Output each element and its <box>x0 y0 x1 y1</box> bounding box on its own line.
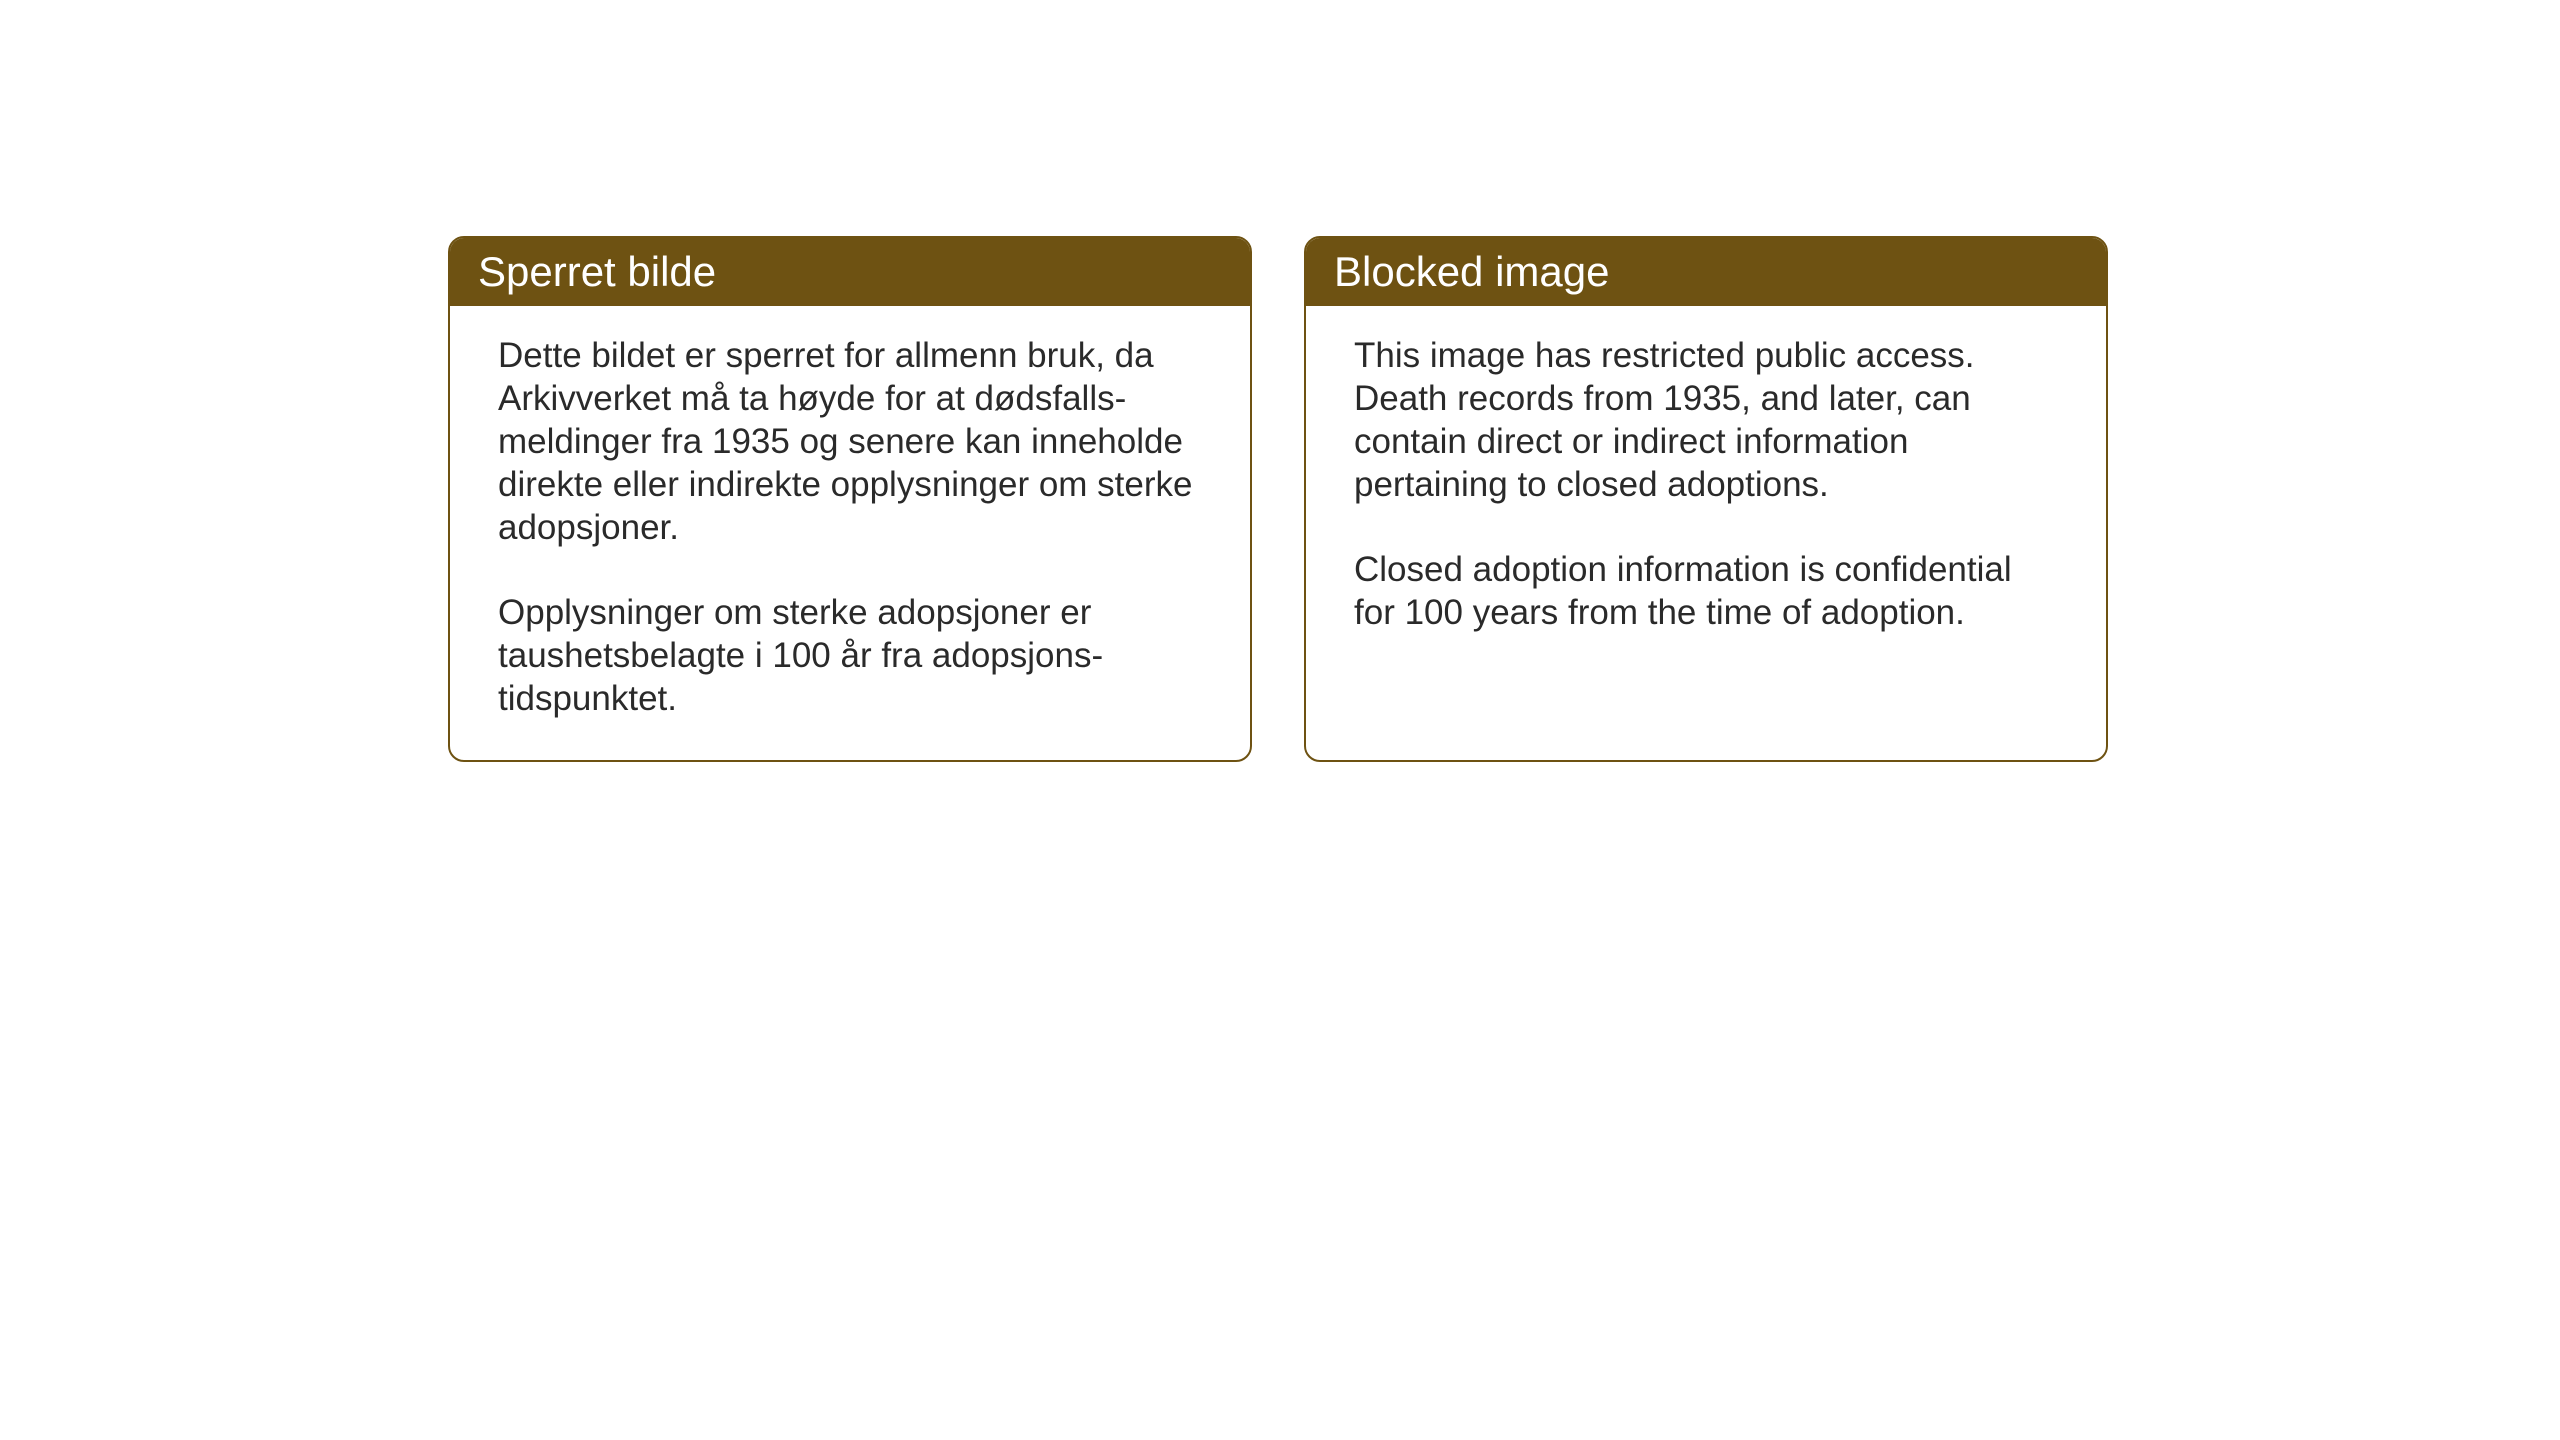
card-english: Blocked image This image has restricted … <box>1304 236 2108 762</box>
card-header-norwegian: Sperret bilde <box>450 238 1250 306</box>
card-title: Sperret bilde <box>478 248 716 295</box>
card-paragraph: Dette bildet er sperret for allmenn bruk… <box>498 334 1202 549</box>
card-header-english: Blocked image <box>1306 238 2106 306</box>
card-paragraph: Closed adoption information is confident… <box>1354 548 2058 634</box>
card-paragraph: Opplysninger om sterke adopsjoner er tau… <box>498 591 1202 720</box>
card-body-norwegian: Dette bildet er sperret for allmenn bruk… <box>450 306 1250 760</box>
cards-container: Sperret bilde Dette bildet er sperret fo… <box>448 236 2108 762</box>
card-paragraph: This image has restricted public access.… <box>1354 334 2058 506</box>
card-norwegian: Sperret bilde Dette bildet er sperret fo… <box>448 236 1252 762</box>
card-body-english: This image has restricted public access.… <box>1306 306 2106 674</box>
card-title: Blocked image <box>1334 248 1609 295</box>
